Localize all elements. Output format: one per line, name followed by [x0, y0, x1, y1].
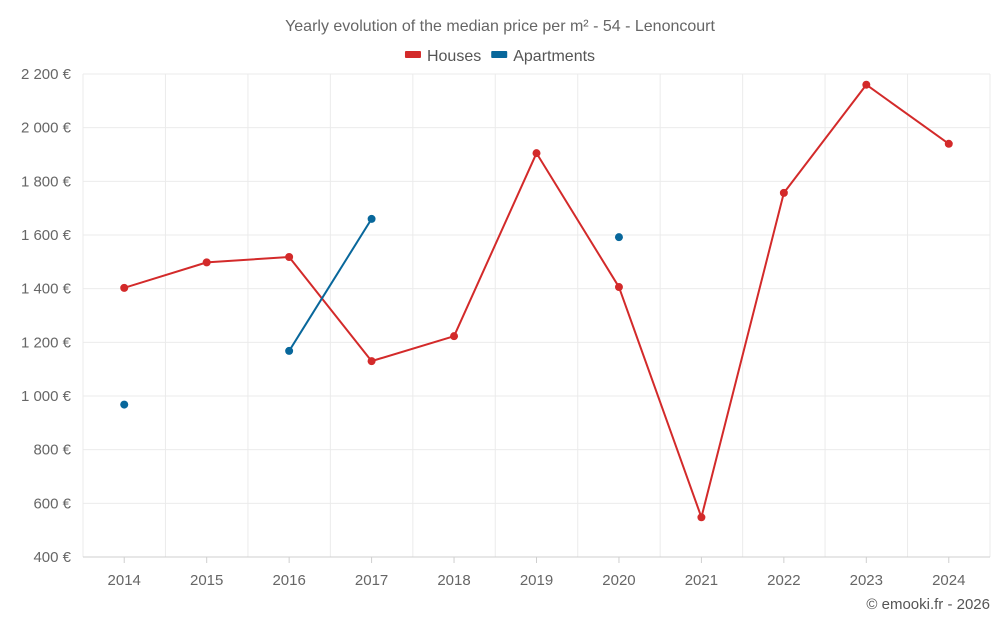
- legend-swatch: [404, 51, 421, 58]
- legend-label: Houses: [427, 48, 481, 65]
- x-tick-label: 2017: [355, 572, 388, 589]
- legend-item-houses[interactable]: Houses: [404, 48, 481, 65]
- houses-point-2016[interactable]: [285, 253, 294, 262]
- houses-point-2024[interactable]: [944, 139, 953, 148]
- grid: [82, 73, 991, 558]
- y-tick-label: 2 000 €: [21, 120, 72, 137]
- apartments-point-2020[interactable]: [614, 233, 623, 242]
- y-tick-label: 1 400 €: [21, 281, 72, 298]
- y-tick-label: 1 600 €: [21, 227, 72, 244]
- series-houses: [120, 80, 953, 522]
- x-tick-label: 2021: [685, 572, 718, 589]
- y-tick-label: 400 €: [33, 549, 71, 566]
- houses-point-2019[interactable]: [532, 149, 541, 158]
- series-apartments: [120, 214, 623, 409]
- legend-label: Apartments: [513, 48, 595, 65]
- y-tick-label: 1 200 €: [21, 334, 72, 351]
- houses-point-2017[interactable]: [367, 357, 376, 366]
- y-tick-label: 1 000 €: [21, 388, 72, 405]
- x-tick-label: 2016: [272, 572, 305, 589]
- x-tick-label: 2015: [190, 572, 223, 589]
- houses-point-2018[interactable]: [450, 332, 459, 341]
- legend-swatch: [491, 51, 508, 58]
- copyright-footer: © emooki.fr - 2026: [866, 596, 990, 613]
- x-tick-label: 2018: [437, 572, 470, 589]
- apartments-point-2014[interactable]: [120, 400, 129, 409]
- apartments-point-2017[interactable]: [367, 214, 376, 223]
- houses-point-2020[interactable]: [614, 283, 623, 292]
- x-tick-label: 2014: [108, 572, 141, 589]
- x-tick-label: 2023: [850, 572, 883, 589]
- chart-title: Yearly evolution of the median price per…: [285, 18, 715, 35]
- y-tick-label: 2 200 €: [21, 66, 72, 83]
- houses-point-2015[interactable]: [202, 258, 211, 267]
- apartments-point-2016[interactable]: [285, 346, 294, 355]
- x-tick-label: 2019: [520, 572, 553, 589]
- legend: Houses Apartments: [404, 48, 595, 65]
- y-tick-label: 600 €: [33, 495, 71, 512]
- y-tick-label: 1 800 €: [21, 173, 72, 190]
- x-tick-label: 2024: [932, 572, 965, 589]
- apartments-line: [288, 218, 373, 352]
- houses-point-2023[interactable]: [862, 80, 871, 89]
- axes: 400 € 600 € 800 € 1 000 € 1 200 € 1 400 € 1 60…: [21, 66, 990, 589]
- x-tick-label: 2020: [602, 572, 635, 589]
- houses-point-2021[interactable]: [697, 513, 706, 522]
- houses-point-2014[interactable]: [120, 283, 129, 292]
- x-tick-label: 2022: [767, 572, 800, 589]
- houses-point-2022[interactable]: [779, 188, 788, 197]
- y-tick-label: 800 €: [33, 442, 71, 459]
- legend-item-apartments[interactable]: Apartments: [491, 48, 595, 65]
- series-layer: [120, 80, 953, 522]
